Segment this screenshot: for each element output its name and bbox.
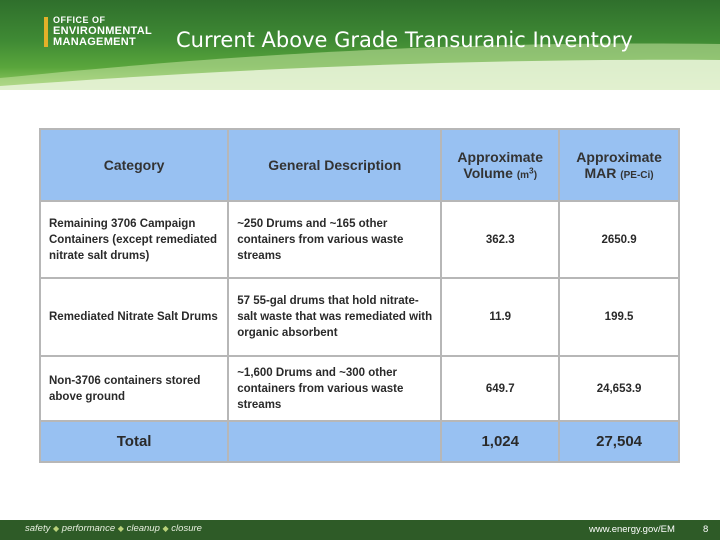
table-header-row: Category General Description Approximate… xyxy=(38,128,680,202)
table-row: Remediated Nitrate Salt Drums 57 55-gal … xyxy=(38,277,680,357)
row-description: 57 55-gal drums that hold nitrate-salt w… xyxy=(227,277,443,357)
row-description: ~250 Drums and ~165 other containers fro… xyxy=(227,200,443,279)
diamond-icon: ◆ xyxy=(117,524,124,533)
tagline-word: safety xyxy=(25,523,51,534)
total-label: Total xyxy=(38,420,230,463)
office-logo: OFFICE OF ENVIRONMENTAL MANAGEMENT xyxy=(53,15,152,48)
page-number: 8 xyxy=(703,524,709,535)
footer-bar: safety ◆ performance ◆ cleanup ◆ closure… xyxy=(0,520,720,540)
row-volume: 362.3 xyxy=(440,200,561,279)
row-mar: 2650.9 xyxy=(558,200,680,279)
inventory-table: Category General Description Approximate… xyxy=(38,128,680,463)
table-row: Non-3706 containers stored above ground … xyxy=(38,355,680,422)
logo-line-2: ENVIRONMENTAL xyxy=(53,25,153,37)
header-banner: OFFICE OF ENVIRONMENTAL MANAGEMENT Curre… xyxy=(0,0,720,90)
row-volume: 649.7 xyxy=(440,355,561,422)
row-category: Remaining 3706 Campaign Containers (exce… xyxy=(38,200,230,279)
tagline-word: cleanup xyxy=(126,523,160,534)
row-category: Remediated Nitrate Salt Drums xyxy=(38,277,230,357)
diamond-icon: ◆ xyxy=(162,524,169,533)
total-mar: 27,504 xyxy=(558,420,680,463)
header-mar: Approximate MAR (PE-Ci) xyxy=(558,128,680,202)
row-mar: 24,653.9 xyxy=(558,355,680,422)
tagline-word: closure xyxy=(171,523,202,534)
banner-swoosh-graphic xyxy=(0,43,720,90)
row-description: ~1,600 Drums and ~300 other containers f… xyxy=(227,355,443,422)
total-description xyxy=(227,420,443,463)
row-category: Non-3706 containers stored above ground xyxy=(38,355,230,422)
header-category: Category xyxy=(38,128,230,202)
logo-accent-bar xyxy=(44,17,48,47)
row-volume: 11.9 xyxy=(440,277,561,357)
logo-line-3: MANAGEMENT xyxy=(53,36,137,48)
tagline-word: performance xyxy=(61,523,116,534)
logo-line-1: OFFICE OF xyxy=(53,15,106,25)
diamond-icon: ◆ xyxy=(53,524,60,533)
slide-title: Current Above Grade Transuranic Inventor… xyxy=(176,28,633,52)
table-row: Remaining 3706 Campaign Containers (exce… xyxy=(38,200,680,279)
total-volume: 1,024 xyxy=(440,420,561,463)
row-mar: 199.5 xyxy=(558,277,680,357)
footer-tagline: safety ◆ performance ◆ cleanup ◆ closure xyxy=(25,523,202,534)
header-description: General Description xyxy=(227,128,443,202)
total-row: Total 1,024 27,504 xyxy=(38,420,680,463)
footer-url: www.energy.gov/EM xyxy=(589,524,675,535)
header-volume: Approximate Volume (m3) xyxy=(440,128,561,202)
